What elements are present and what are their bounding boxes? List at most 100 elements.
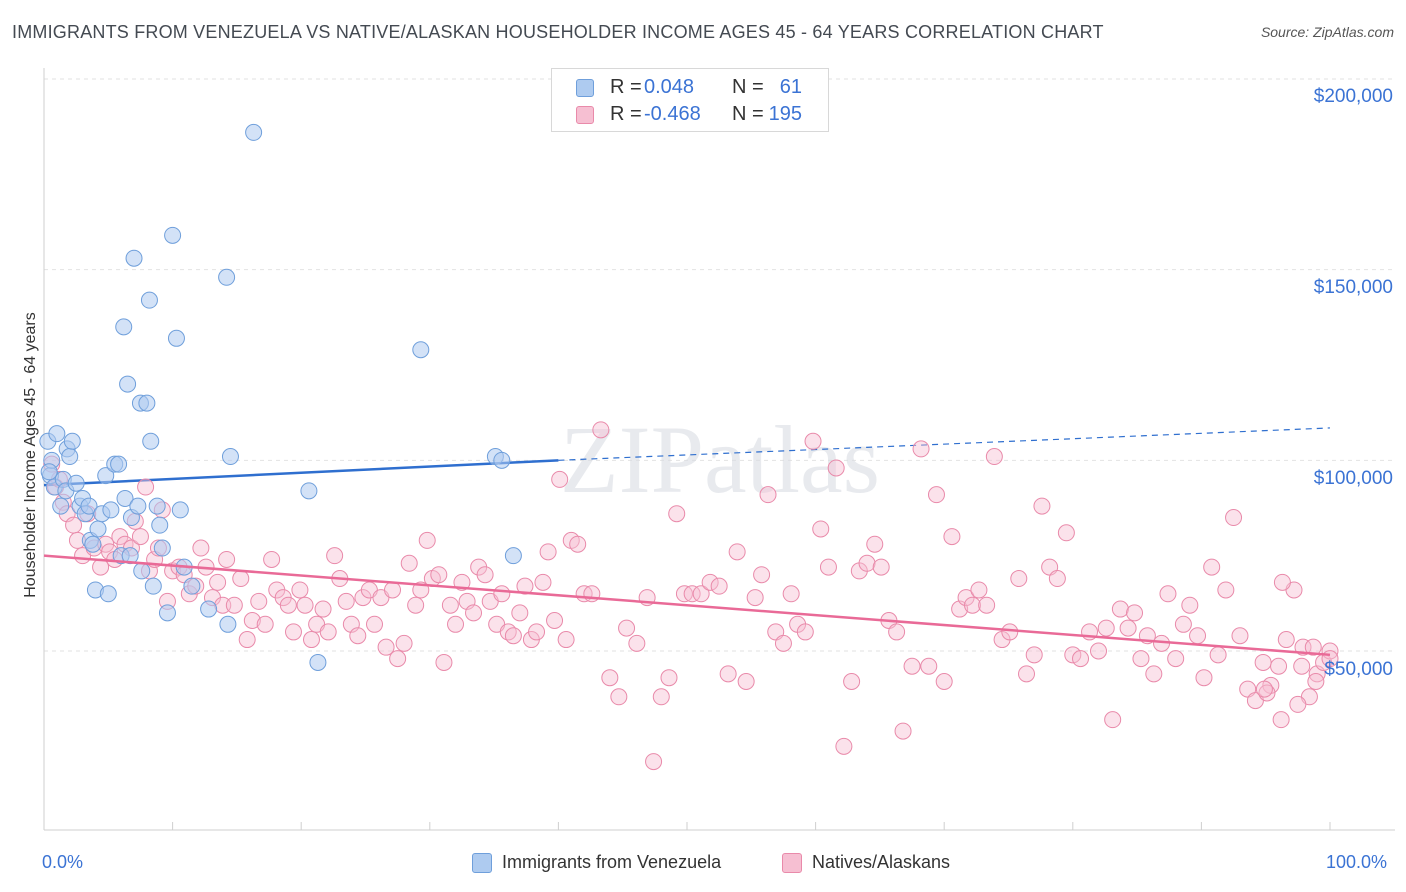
point-natives <box>782 585 800 603</box>
point-natives <box>209 573 227 591</box>
bottom-legend-immigrants[interactable]: Immigrants from Venezuela <box>472 852 721 874</box>
point-natives <box>504 627 522 645</box>
point-natives <box>728 543 746 561</box>
point-immigrants <box>129 497 147 515</box>
point-immigrants <box>140 291 158 309</box>
point-immigrants <box>151 516 169 534</box>
point-immigrants <box>142 432 160 450</box>
point-immigrants <box>200 600 218 618</box>
point-natives <box>759 486 777 504</box>
point-natives <box>1064 646 1082 664</box>
y-tick-label-150000: $150,000 <box>1313 277 1393 298</box>
point-natives <box>701 573 719 591</box>
point-natives <box>1255 680 1273 698</box>
point-immigrants <box>99 585 117 603</box>
point-natives <box>1273 573 1291 591</box>
y-tick-label-200000: $200,000 <box>1313 86 1393 107</box>
point-natives <box>1097 619 1115 637</box>
point-natives <box>1225 509 1243 527</box>
legend-r-label: R = <box>610 76 642 98</box>
point-natives <box>719 665 737 683</box>
point-natives <box>263 550 281 568</box>
point-immigrants <box>218 268 236 286</box>
point-natives <box>1018 665 1036 683</box>
legend-swatch-pink <box>576 106 594 124</box>
point-natives <box>601 669 619 687</box>
bottom-legend-natives[interactable]: Natives/Alaskans <box>782 852 951 874</box>
point-natives <box>746 589 764 607</box>
point-natives <box>326 547 344 565</box>
point-natives <box>441 596 459 614</box>
point-immigrants <box>61 448 79 466</box>
point-natives <box>291 581 309 599</box>
bottom-legend-swatch-blue <box>472 853 492 874</box>
point-natives <box>279 596 297 614</box>
bottom-legend-swatch-pink <box>782 853 802 874</box>
point-immigrants <box>148 497 166 515</box>
point-immigrants <box>84 535 102 553</box>
point-natives <box>395 634 413 652</box>
y-tick-label-50000: $50,000 <box>1324 659 1393 680</box>
point-natives <box>250 592 268 610</box>
point-natives <box>465 604 483 622</box>
point-natives <box>1189 627 1207 645</box>
legend-swatch-blue <box>576 79 594 97</box>
point-natives <box>1289 695 1307 713</box>
point-immigrants <box>164 226 182 244</box>
point-immigrants <box>125 249 143 267</box>
point-natives <box>628 634 646 652</box>
point-natives <box>943 528 961 546</box>
point-natives <box>888 623 906 641</box>
point-natives <box>1231 627 1249 645</box>
point-natives <box>920 657 938 675</box>
point-natives <box>1181 596 1199 614</box>
point-natives <box>872 558 890 576</box>
point-natives <box>668 505 686 523</box>
point-natives <box>557 631 575 649</box>
point-natives <box>418 531 436 549</box>
point-natives <box>389 650 407 668</box>
axes <box>43 68 1395 831</box>
point-immigrants <box>133 562 151 580</box>
point-natives <box>683 585 701 603</box>
stats-legend: R = 0.048 N = 61 R = -0.468 N = 195 <box>551 68 829 132</box>
point-natives <box>912 440 930 458</box>
point-immigrants <box>221 448 239 466</box>
point-immigrants <box>245 123 263 141</box>
point-natives <box>835 737 853 755</box>
point-natives <box>1119 619 1137 637</box>
point-natives <box>1111 600 1129 618</box>
point-immigrants <box>67 474 85 492</box>
legend-n-value: 195 <box>768 103 802 125</box>
point-natives <box>1090 642 1108 660</box>
point-natives <box>737 673 755 691</box>
point-natives <box>1057 524 1075 542</box>
point-natives <box>319 623 337 641</box>
point-immigrants <box>153 539 171 557</box>
points-immigrants <box>39 123 522 671</box>
point-natives <box>1048 570 1066 588</box>
point-natives <box>232 570 250 588</box>
y-tick-label-100000: $100,000 <box>1313 468 1393 489</box>
point-natives <box>1293 657 1311 675</box>
point-immigrants <box>115 318 133 336</box>
point-immigrants <box>309 653 327 671</box>
point-natives <box>430 566 448 584</box>
point-natives <box>296 596 314 614</box>
point-natives <box>516 577 534 595</box>
point-natives <box>546 611 564 629</box>
point-immigrants <box>80 497 98 515</box>
point-natives <box>314 600 332 618</box>
chart-source: Source: ZipAtlas.com <box>1260 24 1394 40</box>
point-natives <box>592 421 610 439</box>
point-immigrants <box>119 375 137 393</box>
point-natives <box>225 596 243 614</box>
legend-n-label: N = <box>732 103 764 125</box>
point-natives <box>1145 665 1163 683</box>
point-immigrants <box>48 425 66 443</box>
grid-lines <box>44 78 1395 652</box>
bottom-legend-label: Natives/Alaskans <box>812 852 951 872</box>
point-natives <box>218 550 236 568</box>
point-natives <box>384 581 402 599</box>
